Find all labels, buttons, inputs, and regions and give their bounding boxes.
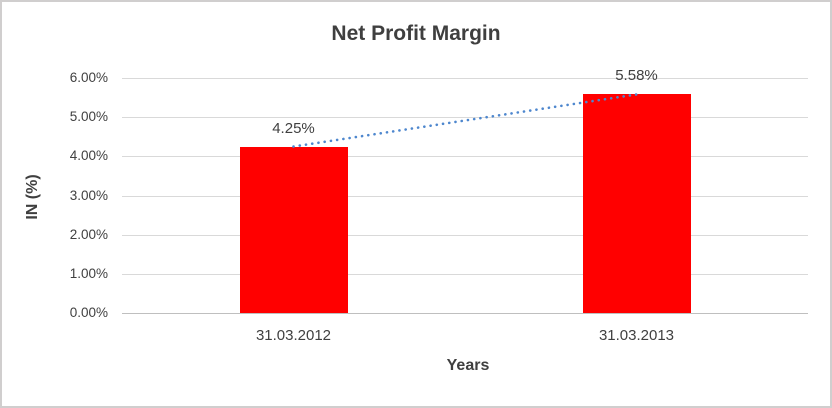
gridline xyxy=(122,78,808,79)
gridline xyxy=(122,117,808,119)
y-tick-label: 4.00% xyxy=(69,148,108,164)
y-tick-label: 5.00% xyxy=(69,109,108,125)
x-tick-label: 31.03.2012 xyxy=(255,327,332,344)
data-label: 4.25% xyxy=(272,119,315,137)
x-axis-title: Years xyxy=(446,357,490,374)
y-tick-label: 0.00% xyxy=(69,305,108,320)
y-tick-label: 1.00% xyxy=(69,265,108,281)
gridline xyxy=(122,273,808,275)
y-tick-label: 6.00% xyxy=(69,70,108,85)
gridline xyxy=(122,313,808,314)
gridline xyxy=(122,234,808,236)
bar-31.03.2012 xyxy=(239,146,348,313)
x-tick-label: 31.03.2013 xyxy=(598,327,675,344)
gridline xyxy=(122,156,808,158)
y-tick-label: 3.00% xyxy=(69,187,108,203)
bar-31.03.2013 xyxy=(582,94,691,313)
data-label: 5.58% xyxy=(615,67,658,85)
gridline xyxy=(122,195,808,197)
y-tick-label: 2.00% xyxy=(69,226,108,242)
chart-title: Net Profit Margin xyxy=(331,22,501,45)
